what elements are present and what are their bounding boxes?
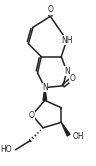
Polygon shape [43,88,47,100]
Polygon shape [61,122,70,136]
Text: O: O [69,74,75,83]
Text: OH: OH [72,132,84,141]
Text: O: O [47,5,53,14]
Text: O: O [29,111,35,120]
Text: NH: NH [61,36,72,45]
Text: N: N [64,67,70,76]
Text: HO: HO [0,145,12,154]
Text: N: N [42,83,48,92]
